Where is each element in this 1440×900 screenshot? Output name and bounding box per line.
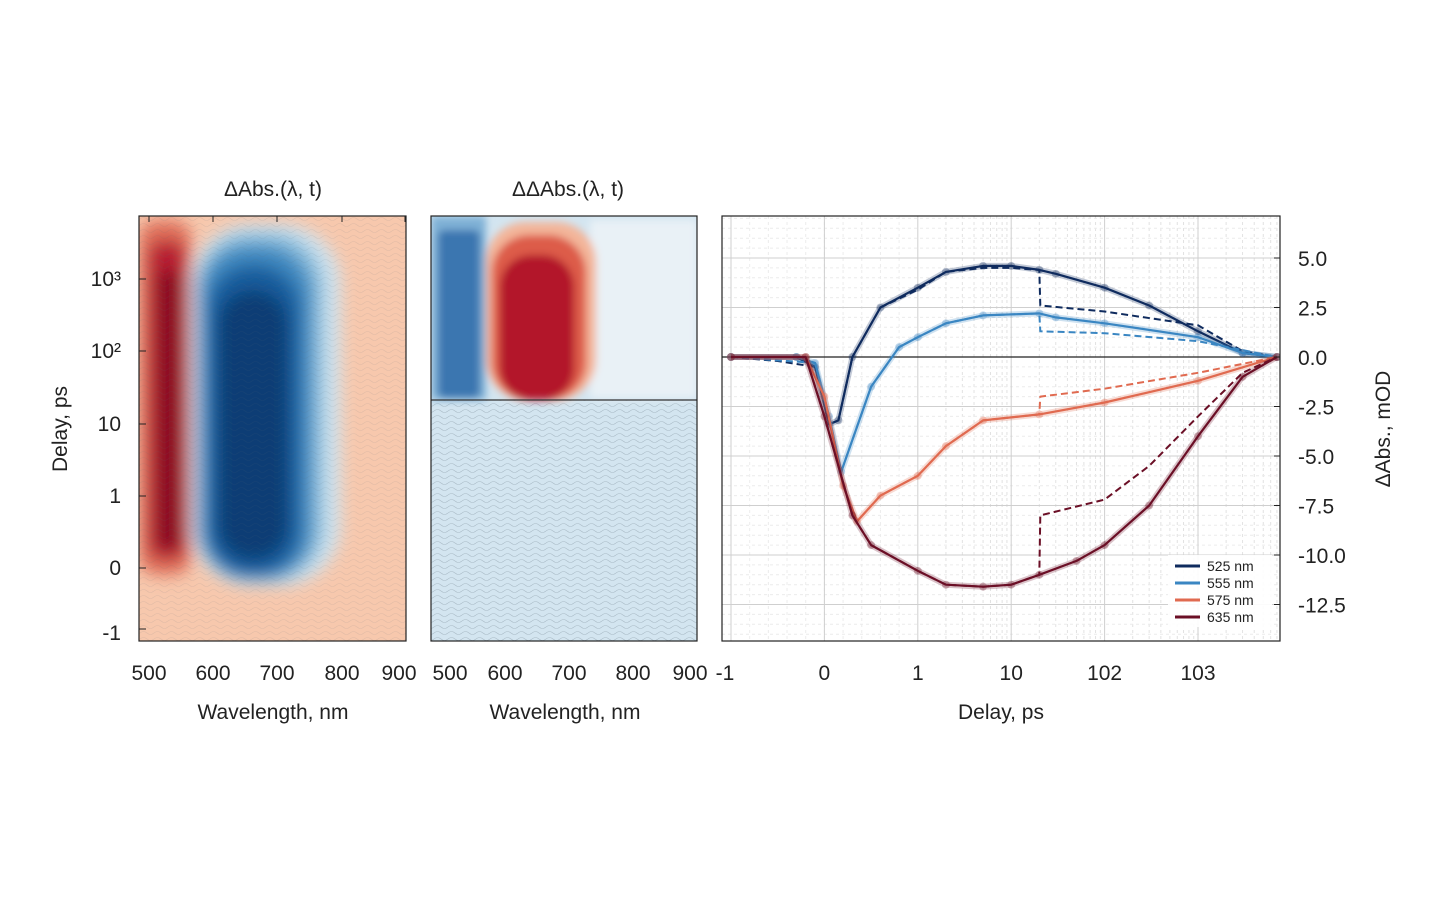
legend-label: 525 nm	[1207, 558, 1254, 574]
legend-label: 635 nm	[1207, 609, 1254, 625]
heatmap-dabs-ylabel: Delay, ps	[49, 386, 72, 472]
heatmap-dabs-frame	[138, 215, 407, 642]
heatmap-ddabs-xtick: 900	[672, 662, 707, 685]
heatmap-dabs-ytick: 10²	[91, 340, 121, 363]
line-chart-ytick: -7.5	[1298, 496, 1334, 519]
heatmap-dabs-xtick: 500	[131, 662, 166, 685]
line-chart-ylabel: ΔAbs., mOD	[1372, 371, 1395, 488]
series-band	[731, 262, 1278, 428]
line-chart-series	[727, 261, 1280, 591]
line-chart-ytick: -10.0	[1298, 545, 1346, 568]
line-chart-ytick: 5.0	[1298, 248, 1327, 271]
line-chart-xtick: -1	[716, 662, 735, 685]
series-line-635-nm	[731, 355, 1278, 588]
heatmap-dabs-xtick: 900	[381, 662, 416, 685]
heatmap-dabs-ytick: 1	[109, 485, 121, 508]
heatmap-dabs-xtick: 600	[195, 662, 230, 685]
line-chart-xtick: 10	[1000, 662, 1023, 685]
legend-label: 575 nm	[1207, 592, 1254, 608]
line-chart-xtick: 1	[912, 662, 924, 685]
line-chart-ytick: 0.0	[1298, 347, 1327, 370]
heatmap-ddabs-xtick: 800	[615, 662, 650, 685]
heatmap-ddabs-frame	[430, 215, 698, 642]
heatmap-dabs	[139, 216, 406, 641]
heatmap-ddabs	[431, 216, 697, 641]
line-chart-ytick: -12.5	[1298, 595, 1346, 618]
series-fit-575-nm	[731, 356, 1278, 523]
line-chart-ytick: -2.5	[1298, 397, 1334, 420]
line-chart-xtick: 102	[1087, 662, 1122, 685]
heatmap-dabs-xtick: 800	[324, 662, 359, 685]
heatmap-dabs-xlabel: Wavelength, nm	[198, 701, 349, 724]
line-chart-frame	[721, 215, 1281, 642]
heatmap-ddabs-xlabel: Wavelength, nm	[490, 701, 641, 724]
series-band	[731, 354, 1279, 590]
heatmap-dabs-title: ΔAbs.(λ, t)	[224, 178, 322, 201]
line-chart-xtick: 103	[1180, 662, 1215, 685]
line-chart-xlabel: Delay, ps	[958, 701, 1044, 724]
heatmap-dabs-xtick: 700	[259, 662, 294, 685]
series-fit-635-nm	[731, 356, 1278, 588]
series-fit-525-nm	[730, 266, 1278, 426]
heatmap-ddabs-xtick: 700	[551, 662, 586, 685]
line-chart-ytick: -5.0	[1298, 446, 1334, 469]
line-chart-ytick: 2.5	[1298, 298, 1327, 321]
heatmap-dabs-ytick: 10³	[91, 268, 121, 291]
line-chart-xtick: 0	[819, 662, 831, 685]
heatmap-ddabs-xtick: 500	[432, 662, 467, 685]
heatmap-ddabs-title: ΔΔAbs.(λ, t)	[512, 178, 624, 201]
heatmap-dabs-ytick: -1	[102, 622, 121, 645]
series-line-525-nm	[731, 264, 1278, 426]
heatmap-dabs-ytick: 0	[109, 557, 121, 580]
legend-label: 555 nm	[1207, 575, 1254, 591]
heatmap-dabs-ytick: 10	[98, 413, 121, 436]
heatmap-ddabs-xtick: 600	[487, 662, 522, 685]
